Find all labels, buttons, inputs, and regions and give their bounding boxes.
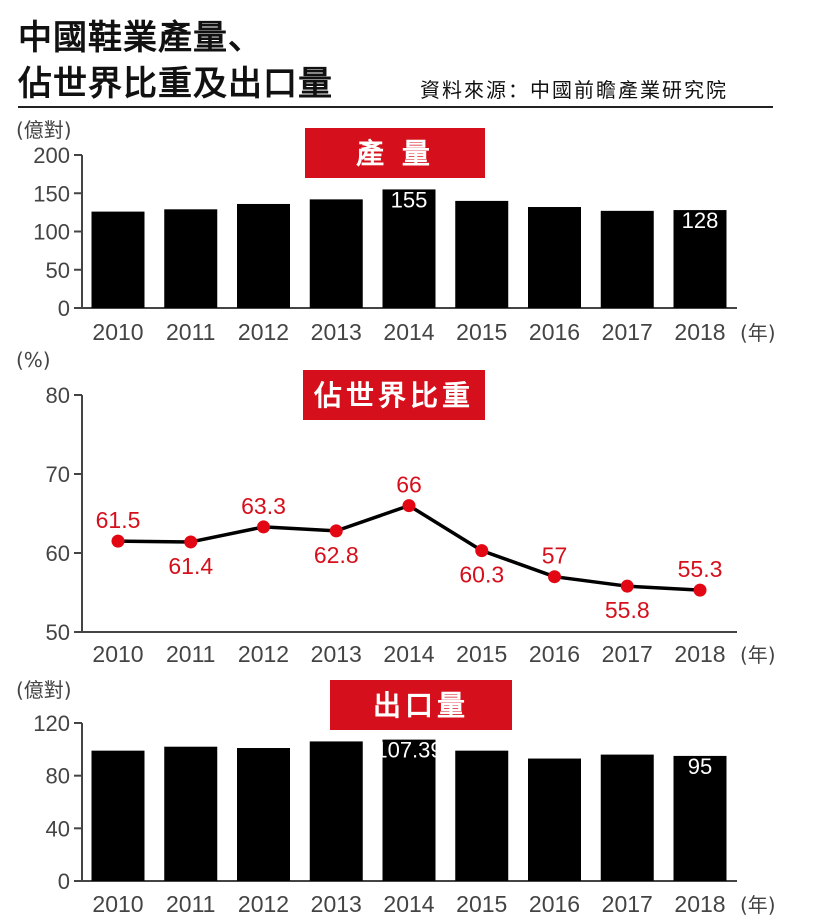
y-tick-label: 100 [33,220,70,245]
bar-2010 [91,750,145,881]
bar-2015 [455,750,509,881]
title-line-2: 佔世界比重及出口量 [18,64,333,104]
chart-title: 佔世界比重 [313,379,474,412]
data-label-2015: 60.3 [459,562,504,588]
y-tick-label: 0 [58,869,70,894]
data-label-2014: 107.39 [375,738,442,763]
point-2014 [402,499,416,513]
chart-title: 出口量 [373,689,469,722]
y-tick-label: 80 [46,383,70,408]
bar-2017 [600,754,654,881]
point-2012 [257,520,270,534]
data-label-2018: 95 [688,754,712,779]
y-axis-unit: (%) [16,348,51,372]
data-label-2017: 55.8 [605,597,650,623]
bar-2016 [528,758,581,881]
x-tick-label: 2013 [311,319,362,345]
bar-2011 [164,746,218,881]
data-label-2016: 57 [542,543,568,569]
bar-2014 [382,189,436,308]
y-tick-label: 40 [46,816,70,841]
bar-2018 [673,755,727,881]
bar-2012 [237,748,290,881]
y-tick-label: 60 [46,541,70,566]
point-2016 [548,570,561,584]
data-label-2011: 61.4 [168,553,213,579]
y-tick-label: 0 [58,296,70,321]
point-2013 [329,524,343,538]
bar-2017 [600,210,654,308]
chart-banner [303,370,485,420]
y-tick-label: 200 [33,143,70,168]
y-tick-label: 70 [46,462,70,487]
x-tick-label: 2018 [674,641,725,667]
bar-2014 [382,739,436,881]
data-label-2012: 63.3 [241,493,286,519]
x-tick-label: 2012 [238,641,289,667]
point-2017 [620,579,634,593]
bar-2015 [455,200,509,308]
bar-2016 [528,207,581,308]
y-tick-label: 80 [46,764,70,789]
x-tick-label: 2011 [166,319,215,345]
x-tick-label: 2017 [602,641,653,667]
x-axis-unit: (年) [740,643,776,667]
x-tick-label: 2014 [383,641,434,667]
x-tick-label: 2016 [529,641,580,667]
data-label-2018: 55.3 [678,556,723,582]
x-tick-label: 2013 [311,641,362,667]
y-axis-unit: (億對) [16,118,72,142]
x-tick-label: 2016 [529,319,580,345]
source-note: 資料來源：中國前瞻產業研究院 [420,78,728,102]
data-label-2018: 128 [682,208,719,233]
y-axis-unit: (億對) [16,678,72,702]
data-label-2010: 61.5 [96,507,141,533]
x-tick-label: 2010 [92,641,143,667]
x-tick-label: 2018 [674,319,725,345]
data-label-2014: 66 [396,472,422,498]
bar-2013 [309,199,363,308]
point-2011 [184,535,198,549]
point-2018 [693,583,707,597]
x-tick-label: 2015 [456,641,507,667]
x-tick-label: 2014 [383,319,434,345]
x-tick-label: 2011 [166,641,215,667]
bar-2010 [91,211,145,308]
x-tick-label: 2018 [674,891,725,917]
x-tick-label: 2017 [602,891,653,917]
chart-title: 產 量 [356,137,434,170]
y-tick-label: 50 [46,620,70,645]
x-tick-label: 2013 [311,891,362,917]
x-axis-unit: (年) [740,321,776,345]
y-tick-label: 150 [33,181,70,206]
chart-banner [305,128,485,178]
x-tick-label: 2010 [92,319,143,345]
bar-2011 [164,209,218,308]
point-2015 [475,544,489,558]
chart-banner [330,680,512,730]
data-label-2013: 62.8 [314,542,359,568]
point-2010 [111,534,125,548]
x-tick-label: 2014 [383,891,434,917]
x-tick-label: 2016 [529,891,580,917]
x-axis-unit: (年) [740,893,776,917]
title-divider [18,106,773,108]
y-tick-label: 50 [46,258,70,283]
x-tick-label: 2010 [92,891,143,917]
bar-2018 [673,210,727,308]
x-tick-label: 2017 [602,319,653,345]
y-tick-label: 120 [33,711,70,736]
bar-2012 [237,203,290,308]
x-tick-label: 2012 [238,319,289,345]
x-tick-label: 2015 [456,319,507,345]
data-label-2014: 155 [391,187,428,212]
x-tick-label: 2015 [456,891,507,917]
title-line-1: 中國鞋業產量、 [18,18,263,58]
x-tick-label: 2012 [238,891,289,917]
bar-2013 [309,741,363,881]
x-tick-label: 2011 [166,891,215,917]
